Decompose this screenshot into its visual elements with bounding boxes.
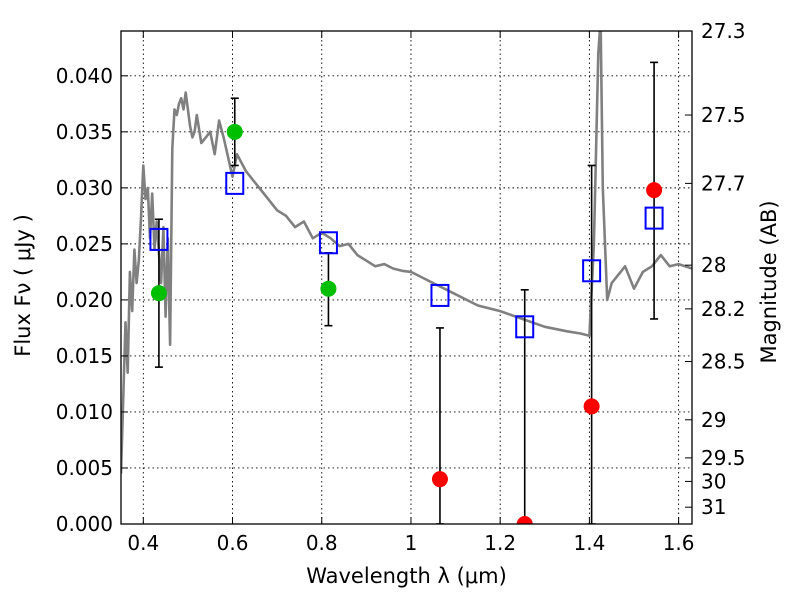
- model-photometry-square: [644, 206, 664, 230]
- y2-tick-label: 28: [701, 253, 726, 277]
- x-tick-label: 1.6: [663, 531, 695, 555]
- model-photometry-square: [515, 315, 535, 339]
- nondetection-point: [516, 516, 533, 524]
- x-axis-title: Wavelength λ (μm): [306, 564, 507, 588]
- nondetection-point: [646, 182, 663, 199]
- model-photometry-square: [582, 259, 602, 283]
- x-tick-label: 0.8: [306, 531, 338, 555]
- plot-layer: [121, 31, 692, 524]
- model-photometry-square: [318, 231, 338, 255]
- y2-tick-label: 27.3: [701, 19, 746, 43]
- y2-tick-label: 27.7: [701, 171, 746, 195]
- y-tick-label: 0.040: [56, 64, 113, 88]
- model-sed-line: [121, 31, 692, 474]
- model-photometry-square: [149, 227, 169, 251]
- detection-point: [320, 280, 337, 297]
- x-tick-label: 0.6: [217, 531, 249, 555]
- detection-point: [150, 285, 167, 302]
- y2-tick-label: 29: [701, 408, 726, 432]
- x-tick-label: 1.2: [484, 531, 516, 555]
- y-tick-label: 0.005: [56, 456, 113, 480]
- model-photometry-square: [430, 283, 450, 307]
- x-tick-label: 0.4: [127, 531, 159, 555]
- labels-layer: 0.4 0.6 0.8 1 1.2 1.4 1.6 0.000 0.005 0.010 0.015 0…: [56, 19, 746, 555]
- x-tick-label: 1: [405, 531, 418, 555]
- model-photometry-square: [225, 171, 245, 195]
- y-tick-label: 0.030: [56, 176, 113, 200]
- y2-tick-label: 30: [701, 469, 726, 493]
- y2-tick-label: 28.2: [701, 297, 746, 321]
- y2-tick-label: 29.5: [701, 446, 746, 470]
- y2-tick-label: 27.5: [701, 103, 746, 127]
- y2-axis-title: Magnitude (AB): [757, 200, 781, 363]
- detection-point: [226, 123, 243, 140]
- nondetection-point: [431, 471, 448, 488]
- y-tick-label: 0.015: [56, 344, 113, 368]
- y2-tick-label: 28.5: [701, 350, 746, 374]
- y-tick-label: 0.000: [56, 512, 113, 536]
- x-tick-label: 1.4: [573, 531, 605, 555]
- y-axis-title: Flux Fν ( μJy ): [11, 214, 35, 357]
- y-tick-label: 0.025: [56, 232, 113, 256]
- ticks-layer: [121, 30, 692, 525]
- y2-tick-label: 31: [701, 495, 726, 519]
- grid-layer: [121, 31, 692, 525]
- y-tick-label: 0.020: [56, 288, 113, 312]
- nondetection-point: [583, 398, 600, 415]
- plot-frame: [120, 30, 693, 525]
- y-tick-label: 0.035: [56, 120, 113, 144]
- y-tick-label: 0.010: [56, 400, 113, 424]
